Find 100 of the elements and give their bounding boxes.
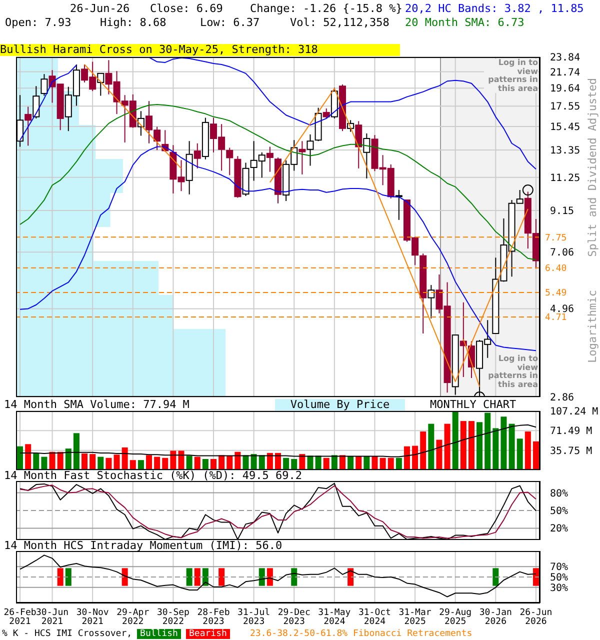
candlestick	[40, 74, 48, 96]
candlestick	[306, 134, 314, 166]
x-tick-label: 26-Jun 2026	[520, 608, 552, 627]
bar	[404, 446, 410, 470]
bar	[492, 428, 499, 470]
text: MONTHLY CHART	[430, 398, 516, 411]
y-tick-label: 70%	[550, 562, 568, 574]
y-tick-label: 15.45	[550, 122, 580, 134]
text: Close: 6.69	[150, 2, 223, 15]
y-tick-label: 50%	[550, 572, 568, 584]
ref-line-label: 5.49	[545, 288, 567, 299]
x-tick-label: 31-Oct 2024	[358, 608, 391, 627]
bar	[194, 456, 200, 470]
y-tick-label: 71.49 M	[550, 426, 592, 438]
x-tick-label: 30-Jan 2026	[479, 608, 512, 627]
y-tick-label: 7.06	[550, 248, 574, 259]
candlestick	[363, 132, 370, 179]
y-tick-label: 21.74	[550, 67, 580, 78]
y-tick-label: 13.35	[550, 145, 580, 156]
bar	[130, 460, 136, 470]
bar	[226, 456, 233, 470]
text: Vol: 52,112,358	[290, 16, 390, 29]
x-tick-label: 30-Nov 2021	[76, 608, 109, 627]
bar	[348, 456, 354, 470]
bar	[420, 431, 426, 470]
y-tick-label: 107.24 M	[550, 406, 598, 418]
bar	[98, 456, 104, 470]
y-tick-label: 23.84	[550, 52, 580, 64]
bar	[364, 456, 370, 470]
bar	[484, 412, 491, 470]
text: Logarithmic	[586, 290, 599, 363]
candlestick	[194, 142, 201, 169]
text: 20,2 HC Bands: 3.82 , 11.85	[405, 2, 584, 15]
candlestick	[97, 72, 104, 96]
candlestick	[32, 86, 40, 119]
annotation: Log in to view patterns in this area	[484, 58, 538, 93]
bar	[500, 416, 507, 470]
bar	[524, 431, 531, 470]
x-tick-label: 30-Sep 2022	[156, 608, 190, 627]
bar	[138, 460, 144, 470]
x-tick-label: 30-Jun 2021	[36, 608, 69, 627]
y-tick-label: 11.25	[550, 172, 580, 184]
text: Low: 6.37	[200, 16, 260, 29]
candlestick	[266, 146, 274, 172]
bar	[82, 453, 88, 470]
bar	[356, 456, 362, 470]
bar	[323, 458, 330, 470]
x-tick-label: 26-Feb 2021	[4, 608, 36, 627]
ref-line-label: 7.75	[545, 233, 567, 244]
line-series	[20, 424, 536, 458]
bar	[444, 424, 450, 470]
y-tick-label: 17.55	[550, 102, 580, 113]
text: Change: -1.26 {-15.8 %}	[250, 2, 402, 15]
text: Bullish	[137, 629, 181, 639]
bar	[388, 458, 394, 470]
candlestick	[395, 190, 402, 220]
bar	[65, 448, 72, 470]
y-tick-label: 20%	[550, 524, 568, 535]
bar	[508, 424, 515, 470]
x-tick-label: 31-May 2024	[318, 608, 352, 627]
text: 26-Jun-26	[70, 2, 130, 15]
candlestick	[137, 110, 144, 136]
bar	[106, 458, 112, 470]
bar	[162, 458, 168, 470]
y-tick-label: 30%	[550, 582, 568, 594]
bar	[154, 456, 160, 470]
y-tick-label: 19.64	[550, 84, 580, 95]
x-tick-label: 29-Aug 2025	[439, 608, 472, 627]
y-tick-label: 2.86	[550, 392, 574, 404]
candlestick	[428, 284, 435, 319]
x-tick-label: 31-Mar 2025	[398, 608, 432, 627]
bar	[396, 458, 402, 470]
bar	[476, 422, 483, 470]
bar	[186, 456, 192, 470]
y-tick-label: 80%	[550, 488, 568, 500]
bar	[428, 424, 434, 470]
bar	[460, 421, 466, 470]
candlestick	[355, 120, 362, 169]
bar	[516, 438, 523, 470]
bar	[210, 458, 217, 470]
candlestick	[226, 147, 234, 176]
text: Volume By Price	[275, 398, 405, 411]
bar	[114, 454, 120, 470]
bar	[170, 450, 176, 470]
legend-title: % K - HCS IMI Crossover,	[2, 629, 132, 639]
annotation: Log in to view patterns in this area	[487, 354, 538, 389]
text: Bearish	[186, 629, 230, 639]
bar	[291, 458, 298, 470]
candlestick	[24, 106, 32, 146]
text: Bullish Harami Cross on 30-May-25, Strength: 318	[0, 43, 400, 56]
bar	[73, 433, 80, 470]
bar	[90, 454, 96, 470]
ref-line-label: 6.40	[545, 264, 567, 274]
y-tick-label: 50%	[550, 506, 568, 517]
bar	[283, 458, 290, 470]
line-series	[20, 554, 536, 598]
text: 23.6-38.2-50-61.8% Fibonacci Retracements	[250, 629, 472, 639]
bar	[532, 441, 539, 470]
bar	[380, 458, 386, 470]
bar	[122, 447, 128, 470]
